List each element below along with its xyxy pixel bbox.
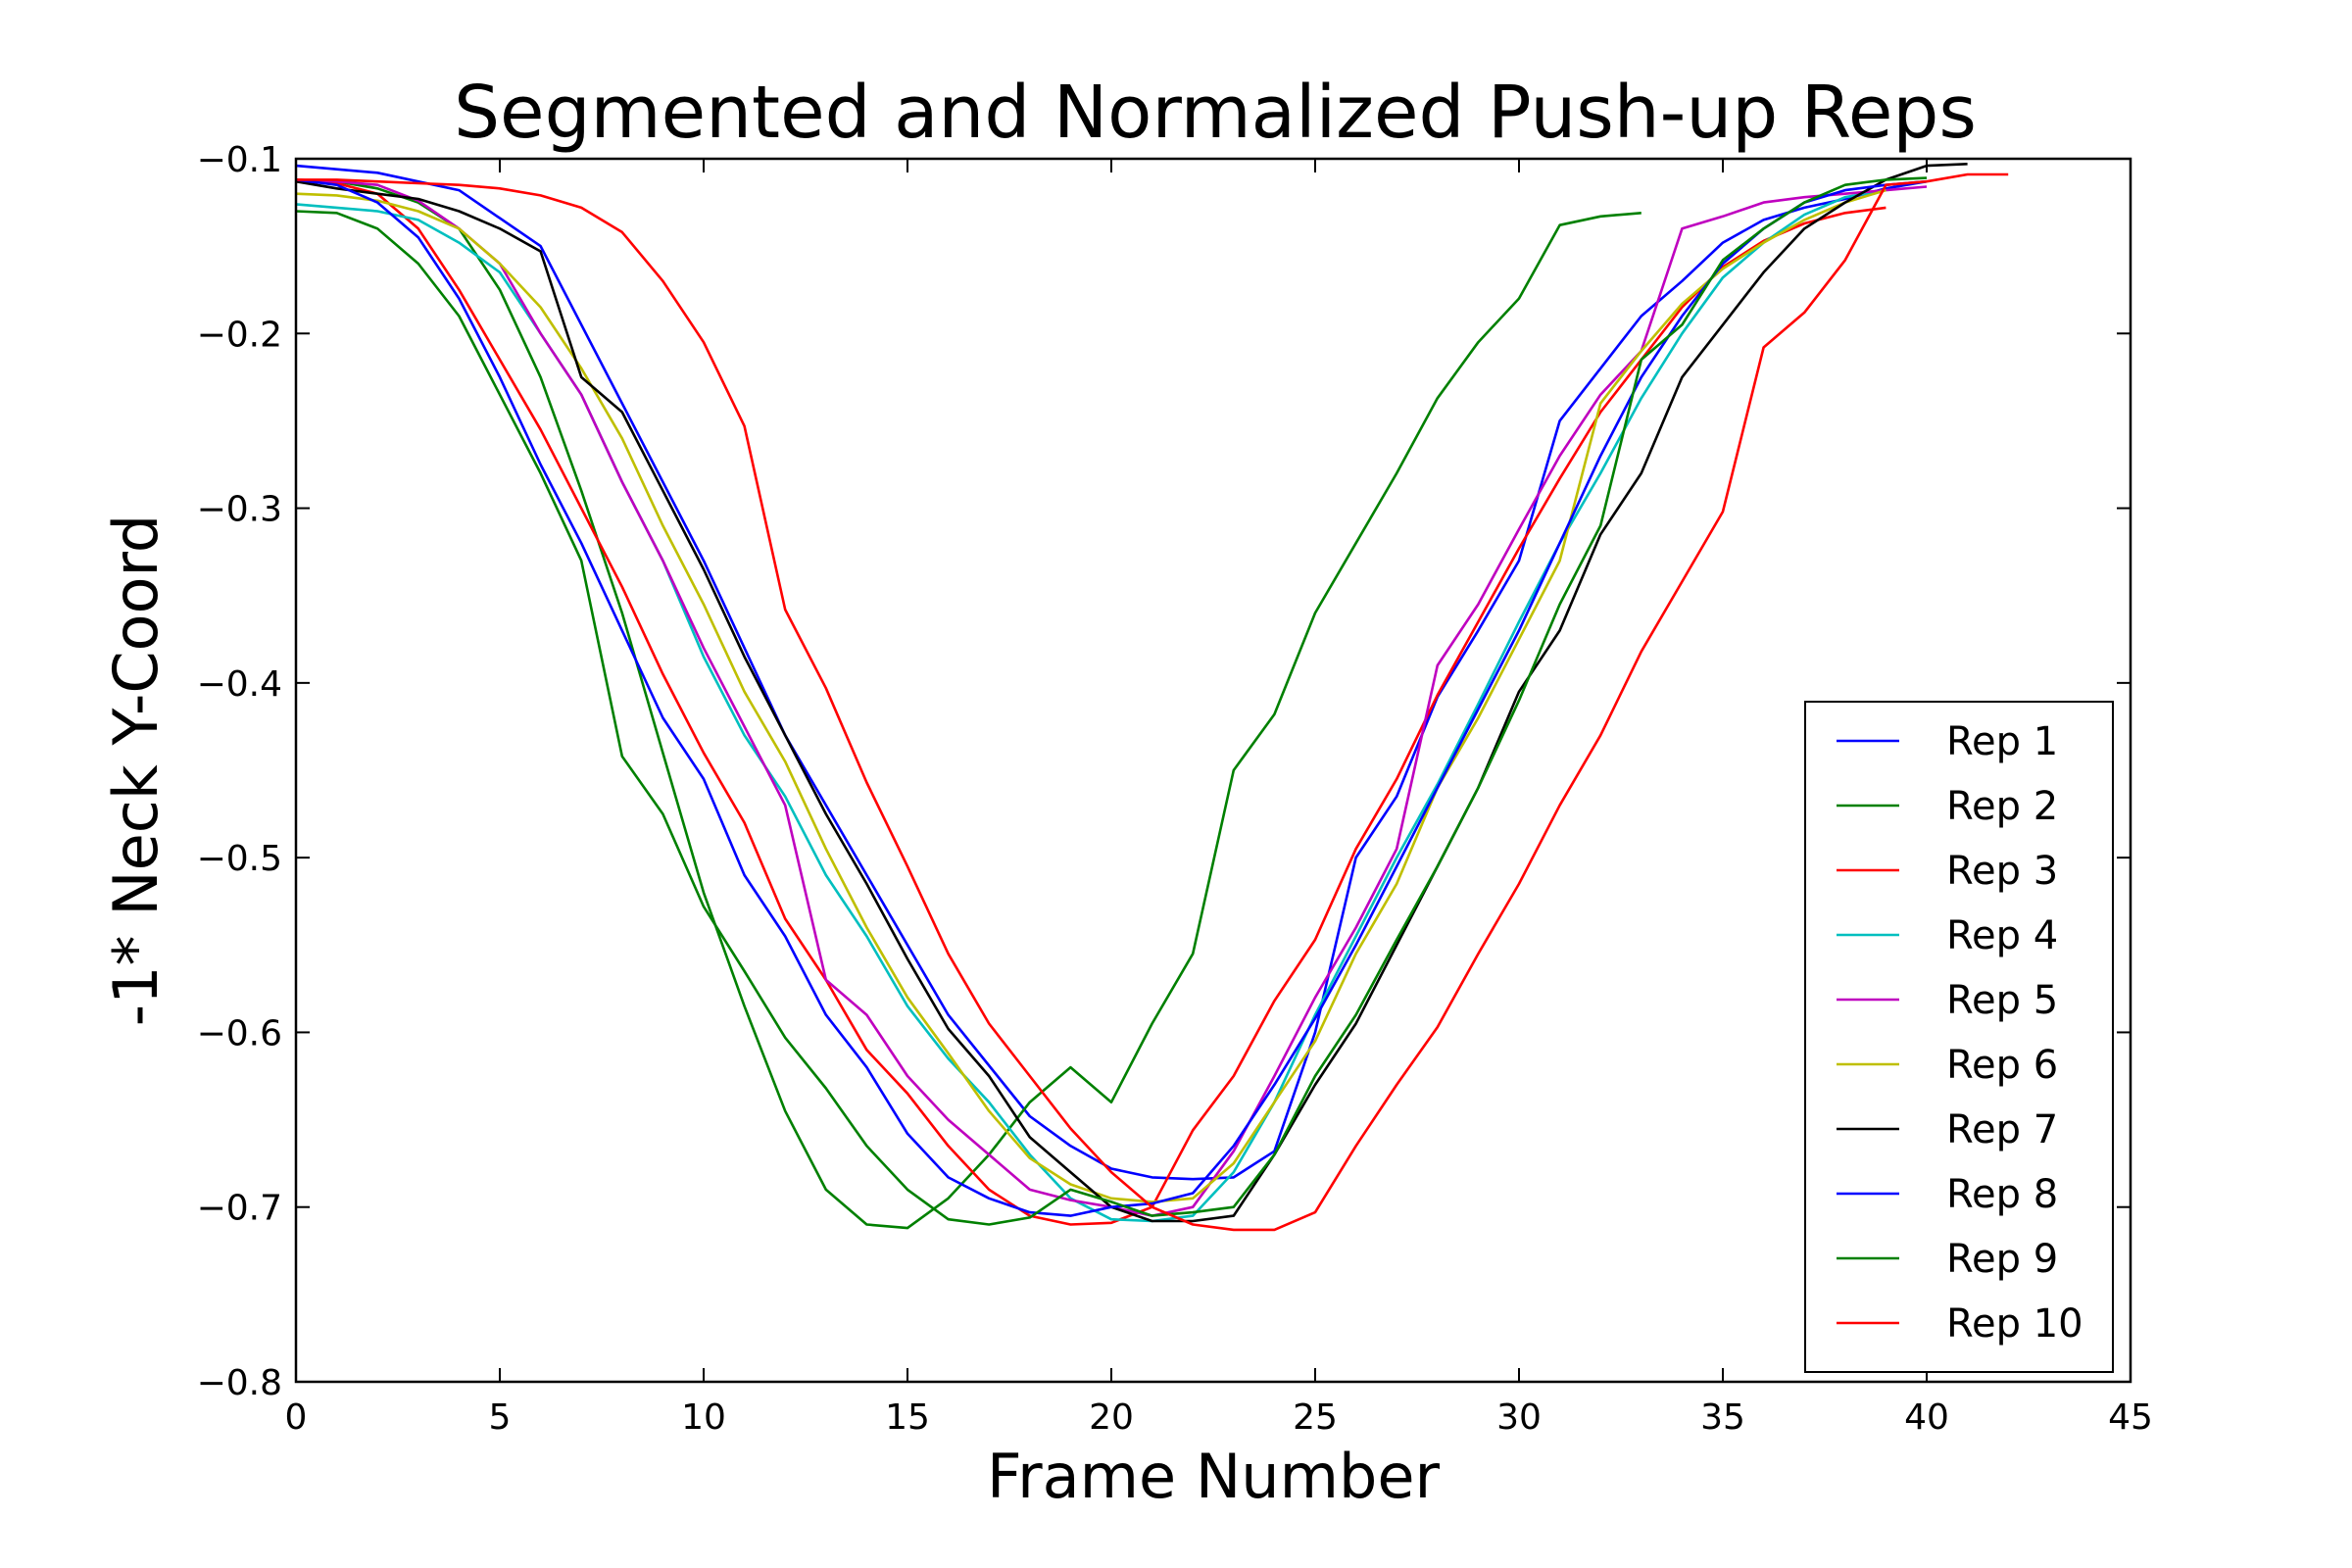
x-tick-label: 20	[1089, 1397, 1134, 1438]
legend-label: Rep 7	[1946, 1107, 2058, 1152]
x-tick-label: 0	[285, 1397, 308, 1438]
legend-label: Rep 1	[1946, 719, 2058, 764]
chart-title: Segmented and Normalized Push-up Reps	[454, 71, 1977, 155]
y-tick-label: −0.5	[197, 839, 282, 879]
legend-label: Rep 4	[1946, 913, 2058, 958]
series-line-rep-9	[295, 176, 1928, 1226]
y-tick-label: −0.3	[197, 490, 282, 530]
x-tick-label: 45	[2108, 1397, 2153, 1438]
y-axis: −0.8 −0.7 −0.6 −0.5 −0.4 −0.3 −0.2 −0.1	[197, 140, 2131, 1403]
y-tick-label: −0.8	[197, 1363, 282, 1403]
series-line-rep-8	[295, 178, 1928, 1217]
y-tick-label: −0.6	[197, 1013, 282, 1054]
x-tick-label: 35	[1700, 1397, 1745, 1438]
legend-label: Rep 8	[1946, 1172, 2058, 1217]
legend-label: Rep 10	[1946, 1301, 2083, 1347]
legend-label: Rep 6	[1946, 1043, 2058, 1088]
series-line-rep-6	[295, 188, 1886, 1203]
y-tick-label: −0.2	[197, 315, 282, 355]
series-line-rep-2	[295, 178, 1642, 1230]
x-tick-label: 25	[1293, 1397, 1338, 1438]
y-axis-title: -1* Neck Y-Coord	[100, 514, 172, 1027]
legend-label: Rep 3	[1946, 849, 2058, 894]
y-tick-label: −0.1	[197, 140, 282, 180]
series-line-rep-1	[295, 164, 1928, 1181]
legend-label: Rep 5	[1946, 978, 2058, 1023]
series-line-rep-7	[295, 163, 1968, 1223]
x-tick-label: 5	[489, 1397, 512, 1438]
y-tick-label: −0.7	[197, 1189, 282, 1229]
series-line-rep-10	[296, 172, 2009, 1232]
x-tick-label: 30	[1496, 1397, 1542, 1438]
series-layer	[295, 163, 2009, 1232]
legend-label: Rep 9	[1946, 1237, 2058, 1282]
legend-label: Rep 2	[1946, 784, 2058, 829]
series-line-rep-3	[295, 179, 1886, 1226]
x-axis: 0 5 10 15 20 25 30 35 40 45	[285, 159, 2153, 1438]
plot-frame	[294, 157, 2132, 1384]
x-tick-label: 15	[885, 1397, 930, 1438]
x-axis-title: Frame Number	[987, 1441, 1440, 1512]
legend: Rep 1 Rep 2 Rep 3 Rep 4 Rep 5 Rep 6 Rep 7 Rep 8…	[1804, 701, 2114, 1373]
legend-box	[1804, 701, 2114, 1373]
x-tick-label: 40	[1904, 1397, 1949, 1438]
x-tick-label: 10	[681, 1397, 726, 1438]
y-tick-label: −0.4	[197, 664, 282, 705]
